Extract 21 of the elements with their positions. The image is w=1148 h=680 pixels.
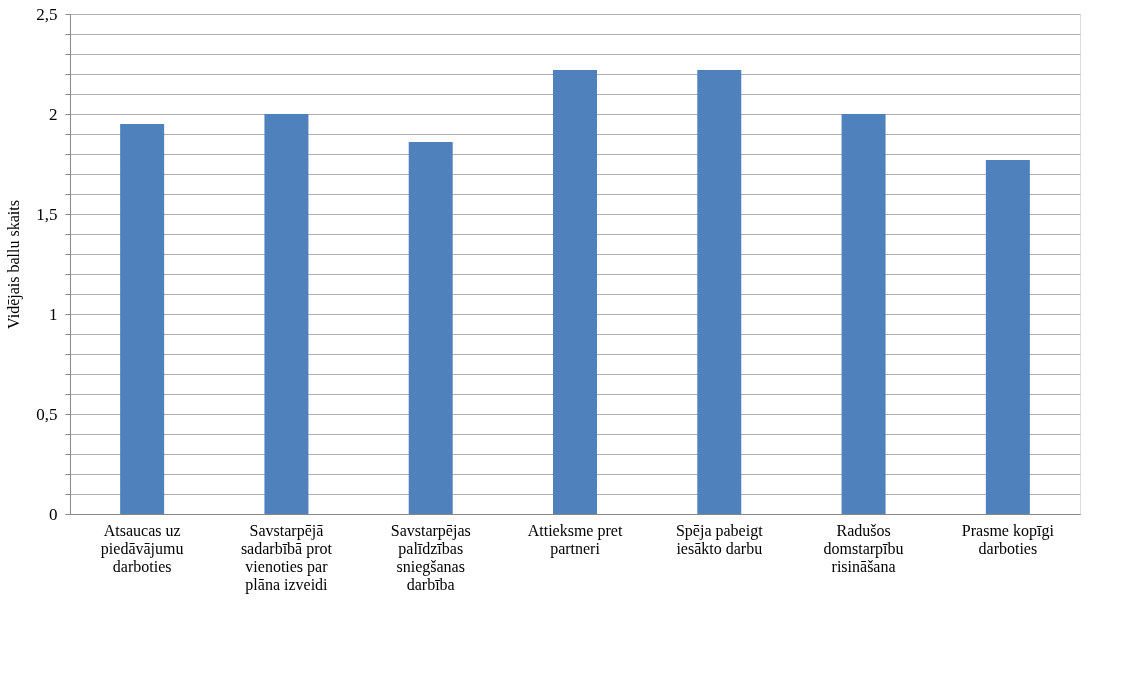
y-tick-label: 2	[49, 104, 58, 124]
y-tick-label: 2,5	[36, 4, 58, 24]
y-axis-title: Vidējais ballu skaits	[5, 200, 24, 329]
x-tick-label: Attieksme pret partneri	[527, 521, 623, 558]
bar	[553, 70, 597, 514]
bar	[408, 142, 453, 514]
bar	[120, 124, 165, 514]
x-tick-label: Radušos domstarpību risināšana	[823, 521, 904, 575]
x-tick-label: Savstarpējā sadarbībā prot vienoties par plāna izveidi	[240, 521, 333, 594]
bar	[697, 70, 742, 514]
bar	[985, 160, 1030, 514]
y-tick-label: 1,5	[36, 204, 58, 224]
x-tick-label: Spēja pabeigt iesākto darbu	[675, 521, 764, 557]
bar	[841, 114, 886, 514]
y-tick-label: 0	[49, 504, 58, 524]
x-tick-label: Prasme kopīgi darboties	[961, 521, 1055, 557]
x-tick-label: Savstarpējas palīdzības sniegšanas darbība	[390, 521, 471, 593]
y-tick-label: 1	[49, 304, 58, 324]
y-tick-label: 0,5	[36, 404, 58, 424]
x-tick-label: Atsaucas uz piedāvājumu darboties	[100, 521, 184, 575]
bar	[264, 114, 309, 514]
